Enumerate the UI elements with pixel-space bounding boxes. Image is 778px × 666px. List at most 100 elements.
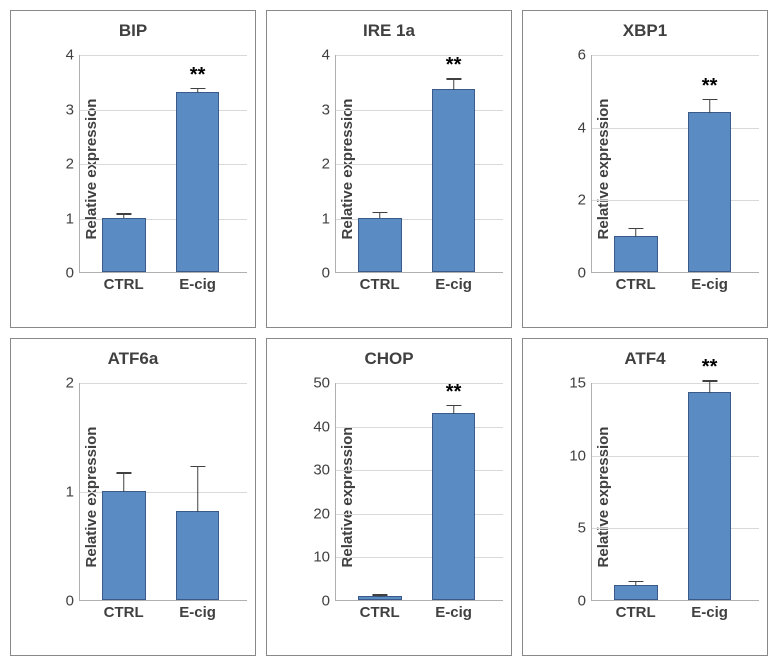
bar — [614, 585, 658, 600]
error-cap — [628, 581, 643, 583]
error-cap — [116, 213, 131, 215]
y-tick-label: 2 — [578, 192, 586, 209]
y-tick-label: 10 — [569, 447, 586, 464]
chart-panel: ATF4Relative expression051015CTRL**E-cig — [522, 338, 768, 656]
error-bar — [197, 466, 199, 512]
significance-marker: ** — [702, 356, 718, 379]
grid-line — [336, 110, 503, 111]
grid-line — [80, 110, 247, 111]
x-tick-label: E-cig — [691, 276, 728, 293]
x-tick-label: E-cig — [435, 604, 472, 621]
grid-line — [592, 528, 759, 529]
y-tick-label: 6 — [578, 47, 586, 64]
y-tick-label: 4 — [322, 47, 330, 64]
plot-area: 012CTRLE-cig — [79, 383, 247, 601]
y-tick-label: 15 — [569, 375, 586, 392]
y-tick-label: 4 — [578, 119, 586, 136]
x-tick-label: E-cig — [435, 276, 472, 293]
y-tick-label: 0 — [66, 593, 74, 610]
y-tick-label: 0 — [578, 265, 586, 282]
bar — [688, 392, 732, 600]
bar — [102, 491, 146, 600]
x-tick-label: E-cig — [179, 604, 216, 621]
bar — [432, 89, 476, 272]
error-bar — [123, 472, 125, 492]
x-tick-label: CTRL — [616, 604, 656, 621]
chart-title: XBP1 — [523, 21, 767, 41]
significance-marker: ** — [446, 381, 462, 404]
y-tick-label: 0 — [322, 593, 330, 610]
chart-panel: IRE 1aRelative expression01234CTRL**E-ci… — [266, 10, 512, 328]
grid-line — [592, 456, 759, 457]
x-tick-label: CTRL — [104, 604, 144, 621]
bar — [102, 218, 146, 273]
error-cap — [446, 405, 461, 407]
grid-line — [80, 55, 247, 56]
y-tick-label: 1 — [66, 484, 74, 501]
grid-line — [336, 383, 503, 384]
y-tick-label: 3 — [66, 101, 74, 118]
bar — [432, 413, 476, 600]
chart-panel: XBP1Relative expression0246CTRL**E-cig — [522, 10, 768, 328]
error-cap — [372, 212, 387, 214]
y-tick-label: 0 — [578, 593, 586, 610]
plot-area: 01234CTRL**E-cig — [335, 55, 503, 273]
chart-panel: BIPRelative expression01234CTRL**E-cig — [10, 10, 256, 328]
y-tick-label: 4 — [66, 47, 74, 64]
error-cap — [628, 228, 643, 230]
bar — [614, 236, 658, 272]
error-cap — [446, 78, 461, 80]
y-tick-label: 2 — [66, 156, 74, 173]
y-tick-label: 3 — [322, 101, 330, 118]
y-tick-label: 40 — [313, 418, 330, 435]
bar — [358, 218, 402, 273]
error-bar — [453, 78, 455, 90]
chart-title: ATF6a — [11, 349, 255, 369]
x-tick-label: E-cig — [179, 276, 216, 293]
y-tick-label: 10 — [313, 549, 330, 566]
bar — [176, 92, 220, 272]
y-tick-label: 30 — [313, 462, 330, 479]
y-tick-label: 1 — [66, 210, 74, 227]
significance-marker: ** — [702, 75, 718, 98]
bar — [176, 511, 220, 600]
y-tick-label: 2 — [66, 375, 74, 392]
chart-title: CHOP — [267, 349, 511, 369]
grid-line — [336, 55, 503, 56]
grid-line — [336, 557, 503, 558]
x-tick-label: CTRL — [104, 276, 144, 293]
grid-line — [592, 200, 759, 201]
error-cap — [190, 466, 205, 468]
y-tick-label: 5 — [578, 520, 586, 537]
plot-area: 0246CTRL**E-cig — [591, 55, 759, 273]
significance-marker: ** — [190, 64, 206, 87]
x-tick-label: CTRL — [360, 276, 400, 293]
chart-panel: CHOPRelative expression01020304050CTRL**… — [266, 338, 512, 656]
y-tick-label: 0 — [66, 265, 74, 282]
chart-title: IRE 1a — [267, 21, 511, 41]
chart-panel: ATF6aRelative expression012CTRLE-cig — [10, 338, 256, 656]
chart-title: ATF4 — [523, 349, 767, 369]
y-tick-label: 20 — [313, 505, 330, 522]
bar — [688, 112, 732, 272]
error-cap — [116, 472, 131, 474]
x-tick-label: CTRL — [616, 276, 656, 293]
error-bar — [709, 99, 711, 114]
grid-line — [336, 427, 503, 428]
y-tick-label: 50 — [313, 375, 330, 392]
grid-line — [592, 55, 759, 56]
plot-area: 051015CTRL**E-cig — [591, 383, 759, 601]
grid-line — [592, 128, 759, 129]
error-cap — [190, 88, 205, 90]
grid-line — [336, 470, 503, 471]
grid-line — [80, 383, 247, 384]
y-tick-label: 2 — [322, 156, 330, 173]
plot-area: 01234CTRL**E-cig — [79, 55, 247, 273]
panel-grid: BIPRelative expression01234CTRL**E-cigIR… — [0, 0, 778, 666]
y-tick-label: 0 — [322, 265, 330, 282]
y-tick-label: 1 — [322, 210, 330, 227]
plot-area: 01020304050CTRL**E-cig — [335, 383, 503, 601]
grid-line — [80, 164, 247, 165]
error-cap — [372, 594, 387, 596]
grid-line — [592, 383, 759, 384]
